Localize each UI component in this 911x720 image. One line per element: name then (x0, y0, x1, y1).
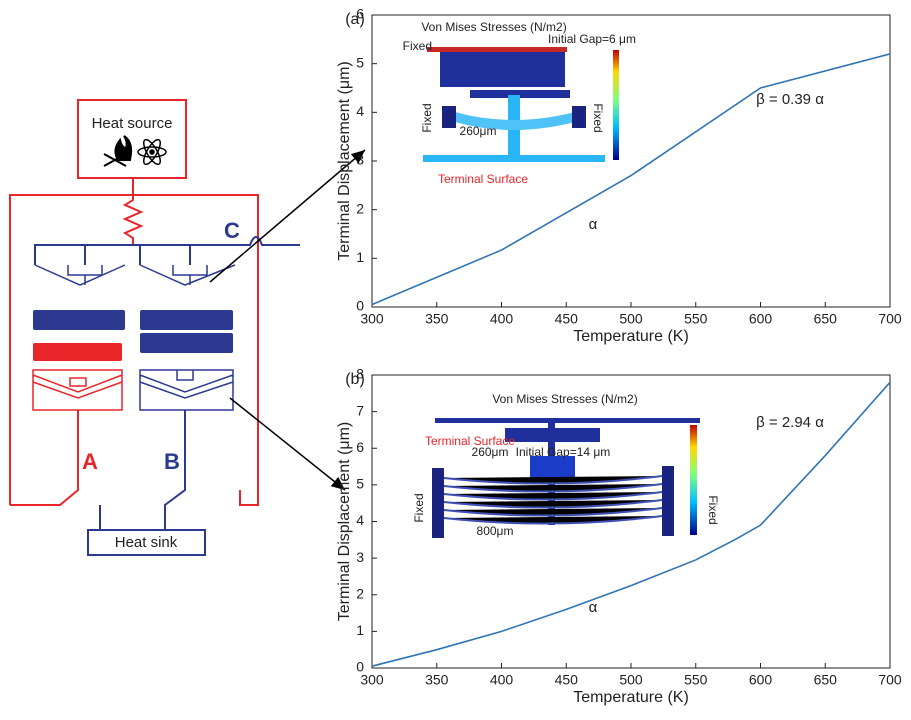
x-tick-label: 650 (814, 672, 838, 688)
x-tick-label: 350 (425, 311, 449, 327)
x-tick-label: 700 (878, 672, 902, 688)
bar-a2 (33, 343, 122, 361)
structure (435, 418, 700, 423)
x-tick-label: 600 (749, 311, 773, 327)
structure (530, 456, 575, 478)
annotation: Initial Gap=6 μm (548, 32, 636, 46)
heat-sink-label: Heat sink (115, 534, 178, 551)
colorbar (613, 50, 619, 160)
y-tick-label: 1 (356, 622, 364, 638)
annotation: Terminal Surface (438, 172, 528, 186)
pointer-arrow (230, 398, 345, 490)
x-tick-label: 600 (749, 672, 773, 688)
y-tick-label: 0 (356, 298, 364, 314)
panel-label: (a) (345, 11, 365, 28)
annotation: Fixed (420, 103, 434, 132)
x-tick-label: 500 (619, 672, 643, 688)
truss-a (33, 370, 122, 410)
heat-source-label: Heat source (92, 115, 173, 132)
annotation: 260μm (460, 124, 497, 138)
bar-a1 (33, 310, 125, 330)
annotation: Von Mises Stresses (N/m2) (492, 392, 637, 406)
bar-b2 (140, 333, 233, 353)
diagram: Heat source Heat sink A B C (10, 100, 300, 555)
y-tick-label: 1 (356, 249, 364, 265)
y-tick-label: 2 (356, 585, 364, 601)
annotation: β = 0.39 α (756, 91, 824, 108)
x-tick-label: 550 (684, 672, 708, 688)
comb-b (140, 265, 235, 285)
anchor (432, 468, 444, 538)
y-tick-label: 2 (356, 200, 364, 216)
y-tick-label: 6 (356, 439, 364, 455)
label-c: C (224, 218, 240, 243)
x-tick-label: 350 (425, 672, 449, 688)
x-axis-label: Temperature (K) (573, 689, 689, 706)
annotation: 260μm (472, 445, 509, 459)
x-tick-label: 500 (619, 311, 643, 327)
annotation: α (589, 599, 598, 616)
x-tick-label: 400 (490, 311, 514, 327)
bar-b1 (140, 310, 233, 330)
x-tick-label: 650 (814, 311, 838, 327)
inset-a (423, 47, 619, 162)
panel-label: (b) (345, 371, 365, 388)
figure: Heat source Heat sink A B C 300350400450… (0, 0, 911, 715)
terminal-surface (423, 155, 605, 162)
y-tick-label: 5 (356, 476, 364, 492)
annotation: Fixed (591, 103, 605, 132)
y-axis-label: Terminal Displacement (μm) (336, 422, 353, 621)
x-tick-label: 400 (490, 672, 514, 688)
x-tick-label: 450 (555, 311, 579, 327)
annotation: Fixed (403, 39, 432, 53)
anchor (442, 106, 456, 128)
structure (440, 52, 565, 87)
y-tick-label: 3 (356, 152, 364, 168)
annotation: β = 2.94 α (756, 414, 824, 431)
colorbar (690, 425, 697, 535)
y-tick-label: 0 (356, 659, 364, 675)
truss-b (140, 370, 233, 410)
y-tick-label: 7 (356, 402, 364, 418)
label-b: B (164, 449, 180, 474)
y-tick-label: 4 (356, 512, 364, 528)
annotation: α (589, 216, 598, 233)
annotation: 800μm (477, 524, 514, 538)
comb-a (35, 265, 125, 285)
atom-icon (138, 137, 166, 166)
x-axis-label: Temperature (K) (573, 328, 689, 345)
fixed-hatch (427, 47, 567, 52)
annotation: Von Mises Stresses (N/m2) (421, 20, 566, 34)
fire-icon (104, 136, 131, 166)
annotation: Fixed (706, 495, 720, 524)
annotation: Initial Gap=14 μm (516, 445, 611, 459)
y-tick-label: 5 (356, 54, 364, 70)
x-tick-label: 700 (878, 311, 902, 327)
blue-bus (35, 237, 300, 265)
y-axis-label: Terminal Displacement (μm) (336, 61, 353, 260)
anchor (662, 466, 674, 536)
heat-source-box (78, 100, 186, 178)
x-tick-label: 450 (555, 672, 579, 688)
annotation: Fixed (412, 493, 426, 522)
x-tick-label: 550 (684, 311, 708, 327)
label-a: A (82, 449, 98, 474)
resistor (125, 178, 141, 245)
anchor (572, 106, 586, 128)
y-tick-label: 3 (356, 549, 364, 565)
beams (444, 476, 662, 524)
y-tick-label: 4 (356, 103, 364, 119)
